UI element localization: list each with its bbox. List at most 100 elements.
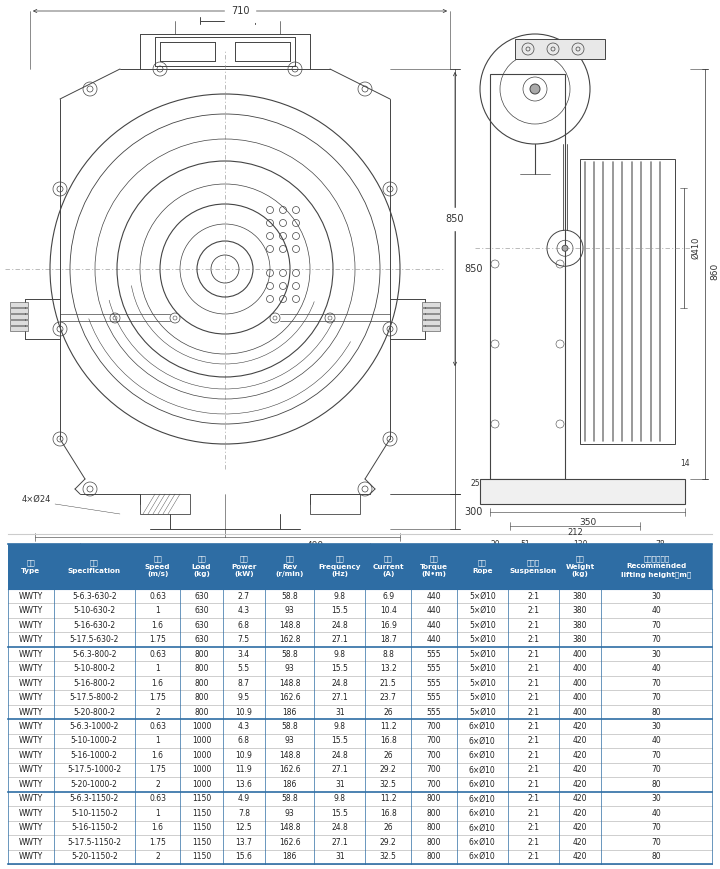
Text: 2:1: 2:1: [527, 823, 539, 833]
Text: 440: 440: [427, 635, 441, 644]
Text: 11.2: 11.2: [380, 794, 397, 803]
Text: 800: 800: [427, 838, 441, 846]
Text: 5-20-800-2: 5-20-800-2: [73, 707, 115, 717]
Text: 700: 700: [427, 736, 441, 746]
Text: 93: 93: [284, 736, 294, 746]
Text: 13.2: 13.2: [379, 664, 397, 673]
Text: 0.63: 0.63: [149, 722, 166, 731]
Text: 2:1: 2:1: [527, 794, 539, 803]
Text: 630: 630: [194, 635, 209, 644]
Text: WWTY: WWTY: [19, 809, 43, 818]
Text: 70: 70: [652, 620, 662, 630]
Text: 800: 800: [194, 650, 209, 659]
Text: 1: 1: [156, 664, 160, 673]
Text: 频率
Frequency
(Hz): 频率 Frequency (Hz): [318, 555, 361, 577]
Bar: [8, 806, 712, 820]
Text: 13.7: 13.7: [235, 838, 252, 846]
Text: 1.75: 1.75: [149, 838, 166, 846]
Text: 800: 800: [194, 664, 209, 673]
Text: 5-20-1150-2: 5-20-1150-2: [71, 852, 117, 861]
Text: 8.8: 8.8: [382, 650, 394, 659]
Bar: [8, 835, 712, 850]
Text: 15.5: 15.5: [331, 607, 348, 615]
Text: 9.8: 9.8: [334, 794, 346, 803]
Text: 1.6: 1.6: [152, 620, 163, 630]
Text: 1150: 1150: [192, 809, 211, 818]
Text: 5-17.5-800-2: 5-17.5-800-2: [70, 693, 119, 702]
Text: 25: 25: [470, 480, 480, 488]
Bar: [8, 647, 712, 661]
Text: 93: 93: [284, 607, 294, 615]
Text: 6×Ø10: 6×Ø10: [469, 794, 495, 803]
Text: 9.8: 9.8: [334, 592, 346, 600]
Bar: [8, 661, 712, 676]
Text: 5×Ø10: 5×Ø10: [469, 693, 495, 702]
Text: 380: 380: [572, 620, 588, 630]
Text: 11.2: 11.2: [380, 722, 397, 731]
Text: 186: 186: [282, 852, 297, 861]
Bar: [10, 308, 28, 313]
Text: 5-16-630-2: 5-16-630-2: [73, 620, 115, 630]
Text: WWTY: WWTY: [19, 679, 43, 687]
Text: 5×Ø10: 5×Ø10: [469, 592, 495, 600]
Text: 2:1: 2:1: [527, 635, 539, 644]
Text: 1150: 1150: [192, 852, 211, 861]
Text: 186: 186: [282, 707, 297, 717]
Text: WWTY: WWTY: [19, 664, 43, 673]
Text: 850: 850: [446, 214, 464, 224]
Text: 700: 700: [427, 766, 441, 774]
Text: 70: 70: [652, 766, 662, 774]
Text: WWTY: WWTY: [19, 751, 43, 760]
Text: 800: 800: [194, 707, 209, 717]
Text: 0.63: 0.63: [149, 650, 166, 659]
Text: 5×Ø10: 5×Ø10: [469, 635, 495, 644]
Text: 12.5: 12.5: [235, 823, 252, 833]
Text: 15.5: 15.5: [331, 736, 348, 746]
Text: 70: 70: [652, 751, 662, 760]
Text: 80: 80: [652, 779, 662, 789]
Text: 600: 600: [217, 561, 233, 570]
Bar: [8, 705, 712, 720]
Text: 10.9: 10.9: [235, 751, 252, 760]
Text: 162.8: 162.8: [279, 635, 300, 644]
Text: 800: 800: [427, 794, 441, 803]
Text: 梯速
Speed
(m/s): 梯速 Speed (m/s): [145, 555, 171, 577]
Text: WWTY: WWTY: [19, 794, 43, 803]
Bar: [140, 494, 190, 514]
Text: 10.9: 10.9: [235, 707, 252, 717]
Text: 630: 630: [194, 620, 209, 630]
Text: 27.1: 27.1: [331, 766, 348, 774]
Text: 1.6: 1.6: [152, 679, 163, 687]
Text: 15.6: 15.6: [235, 852, 252, 861]
Text: 2:1: 2:1: [527, 751, 539, 760]
Text: 2.7: 2.7: [238, 592, 250, 600]
Text: 5×Ø10: 5×Ø10: [469, 607, 495, 615]
Text: 6×Ø10: 6×Ø10: [469, 852, 495, 861]
Text: 555: 555: [427, 650, 441, 659]
Text: 6×Ø10: 6×Ø10: [469, 809, 495, 818]
Text: 630: 630: [194, 607, 209, 615]
Text: 6×Ø10: 6×Ø10: [469, 779, 495, 789]
Text: 31: 31: [335, 852, 345, 861]
Text: 800: 800: [427, 809, 441, 818]
Bar: [310, 494, 360, 514]
Text: 70: 70: [652, 823, 662, 833]
Circle shape: [562, 245, 568, 251]
Text: 40: 40: [652, 736, 662, 746]
Bar: [480, 479, 685, 504]
Text: WWTY: WWTY: [19, 620, 43, 630]
Bar: [422, 326, 440, 331]
Text: 21.5: 21.5: [379, 679, 397, 687]
Text: 70: 70: [652, 635, 662, 644]
Text: 1.6: 1.6: [152, 751, 163, 760]
Text: 400: 400: [572, 650, 588, 659]
Text: 420: 420: [572, 751, 588, 760]
Text: 400: 400: [307, 541, 323, 550]
Text: 800: 800: [427, 852, 441, 861]
Text: 860: 860: [710, 263, 719, 280]
Text: 2: 2: [156, 779, 160, 789]
Text: 5×Ø10: 5×Ø10: [469, 650, 495, 659]
Text: 420: 420: [572, 823, 588, 833]
Text: 300: 300: [464, 507, 482, 517]
Bar: [422, 302, 440, 307]
